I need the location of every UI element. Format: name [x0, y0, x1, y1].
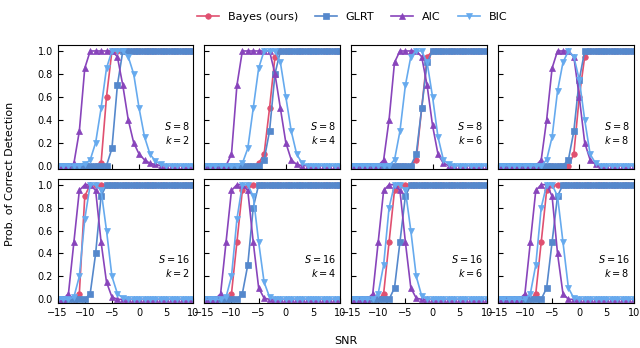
Text: $S = 16$
$k = 6$: $S = 16$ $k = 6$: [451, 253, 483, 279]
Text: $S = 8$
$k = 8$: $S = 8$ $k = 8$: [604, 119, 630, 145]
Text: $S = 16$
$k = 4$: $S = 16$ $k = 4$: [304, 253, 336, 279]
Text: Prob. of Correct Detection: Prob. of Correct Detection: [4, 102, 15, 246]
Legend: Bayes (ours), GLRT, AIC, BIC: Bayes (ours), GLRT, AIC, BIC: [192, 7, 512, 26]
Text: $S = 16$
$k = 8$: $S = 16$ $k = 8$: [598, 253, 630, 279]
Text: $S = 8$
$k = 2$: $S = 8$ $k = 2$: [164, 119, 189, 145]
Text: SNR: SNR: [334, 336, 357, 346]
Text: $S = 8$
$k = 4$: $S = 8$ $k = 4$: [310, 119, 336, 145]
Text: $S = 8$
$k = 6$: $S = 8$ $k = 6$: [457, 119, 483, 145]
Text: $S = 16$
$k = 2$: $S = 16$ $k = 2$: [157, 253, 189, 279]
